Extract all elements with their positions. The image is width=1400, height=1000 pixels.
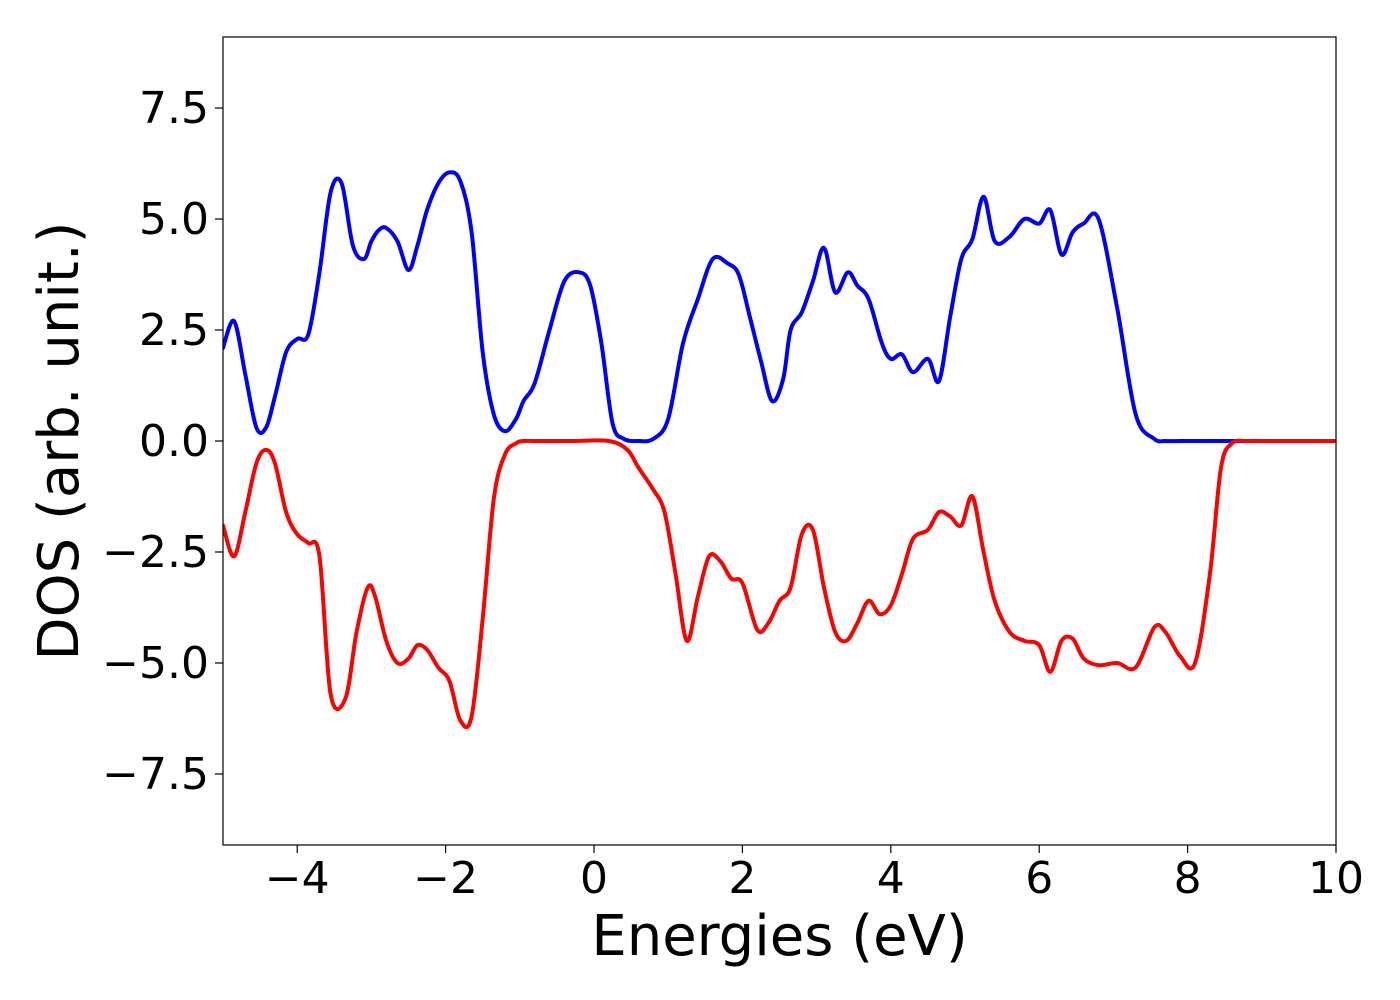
y-tick-label: 7.5 xyxy=(139,83,209,134)
y-axis-ticks: −7.5 −5.0 −2.5 0.0 2.5 5.0 7.5 xyxy=(102,83,223,800)
plot-frame xyxy=(222,36,1337,846)
x-tick-label: −4 xyxy=(265,853,330,904)
x-tick-label: 2 xyxy=(728,853,756,904)
y-tick-label: 5.0 xyxy=(139,194,209,245)
x-tick-label: 8 xyxy=(1174,853,1202,904)
series-layer xyxy=(223,170,1336,730)
y-tick-label: −2.5 xyxy=(102,527,209,578)
spin-down-dos-line xyxy=(223,438,1336,730)
x-tick-label: 10 xyxy=(1308,853,1364,904)
spin-up-dos-line xyxy=(223,170,1336,444)
x-tick-label: −2 xyxy=(413,853,478,904)
x-axis-ticks: −4 −2 0 2 4 6 8 10 xyxy=(265,845,1364,904)
y-tick-label: −7.5 xyxy=(102,749,209,800)
x-axis-title: Energies (eV) xyxy=(591,904,967,969)
y-tick-label: 0.0 xyxy=(139,416,209,467)
x-tick-label: 0 xyxy=(580,853,608,904)
y-tick-label: −5.0 xyxy=(102,638,209,689)
x-tick-label: 6 xyxy=(1025,853,1053,904)
y-axis-title: DOS (arb. unit.) xyxy=(27,221,92,660)
y-tick-label: 2.5 xyxy=(139,305,209,356)
x-tick-label: 4 xyxy=(877,853,905,904)
